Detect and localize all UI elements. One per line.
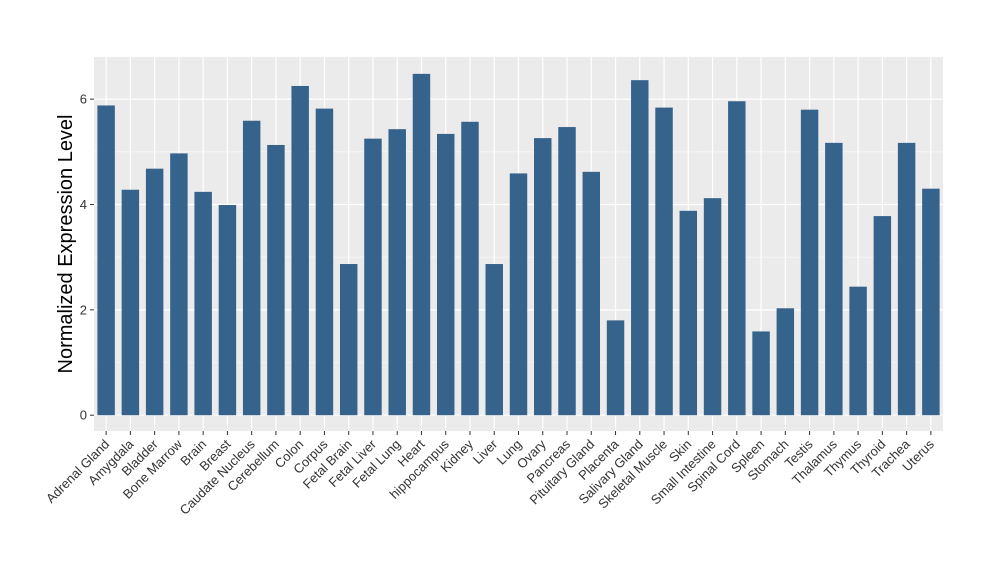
- bar: [752, 331, 770, 416]
- bar: [922, 188, 940, 416]
- bars: [97, 73, 940, 416]
- bar: [606, 320, 625, 416]
- bar: [800, 109, 819, 416]
- y-tick-label: 6: [80, 92, 87, 107]
- x-tick-label: Liver: [470, 436, 501, 467]
- bar: [558, 127, 576, 416]
- bar: [97, 105, 115, 416]
- bar: [655, 107, 673, 416]
- bar: [315, 108, 334, 416]
- bar: [897, 142, 916, 416]
- bar: [873, 216, 892, 416]
- bar: [218, 205, 237, 416]
- bar: [461, 121, 479, 416]
- bar: [388, 129, 406, 416]
- bar: [534, 138, 552, 416]
- bar: [849, 286, 867, 416]
- bar: [412, 73, 431, 416]
- bar: [679, 210, 698, 416]
- bar: [121, 189, 140, 416]
- bar: [242, 120, 261, 416]
- bar: [582, 171, 601, 416]
- bar: [291, 85, 309, 416]
- bar: [436, 133, 455, 416]
- bar: [728, 101, 746, 416]
- bar: [776, 308, 795, 416]
- bar: [170, 153, 188, 416]
- bar: [485, 264, 503, 416]
- bar: [267, 144, 285, 416]
- y-tick-label: 0: [80, 408, 87, 423]
- y-axis: 0 2 4 6: [80, 92, 94, 423]
- bar: [631, 80, 649, 416]
- y-axis-title: Normalized Expression Level: [55, 114, 77, 373]
- bar: [703, 198, 722, 416]
- bar: [145, 168, 164, 416]
- y-tick-label: 4: [80, 197, 87, 212]
- y-tick-label: 2: [80, 302, 87, 317]
- bar: [509, 173, 528, 416]
- bar: [364, 138, 382, 416]
- bar: [339, 264, 358, 416]
- bar: [825, 142, 843, 416]
- bar: [194, 191, 212, 416]
